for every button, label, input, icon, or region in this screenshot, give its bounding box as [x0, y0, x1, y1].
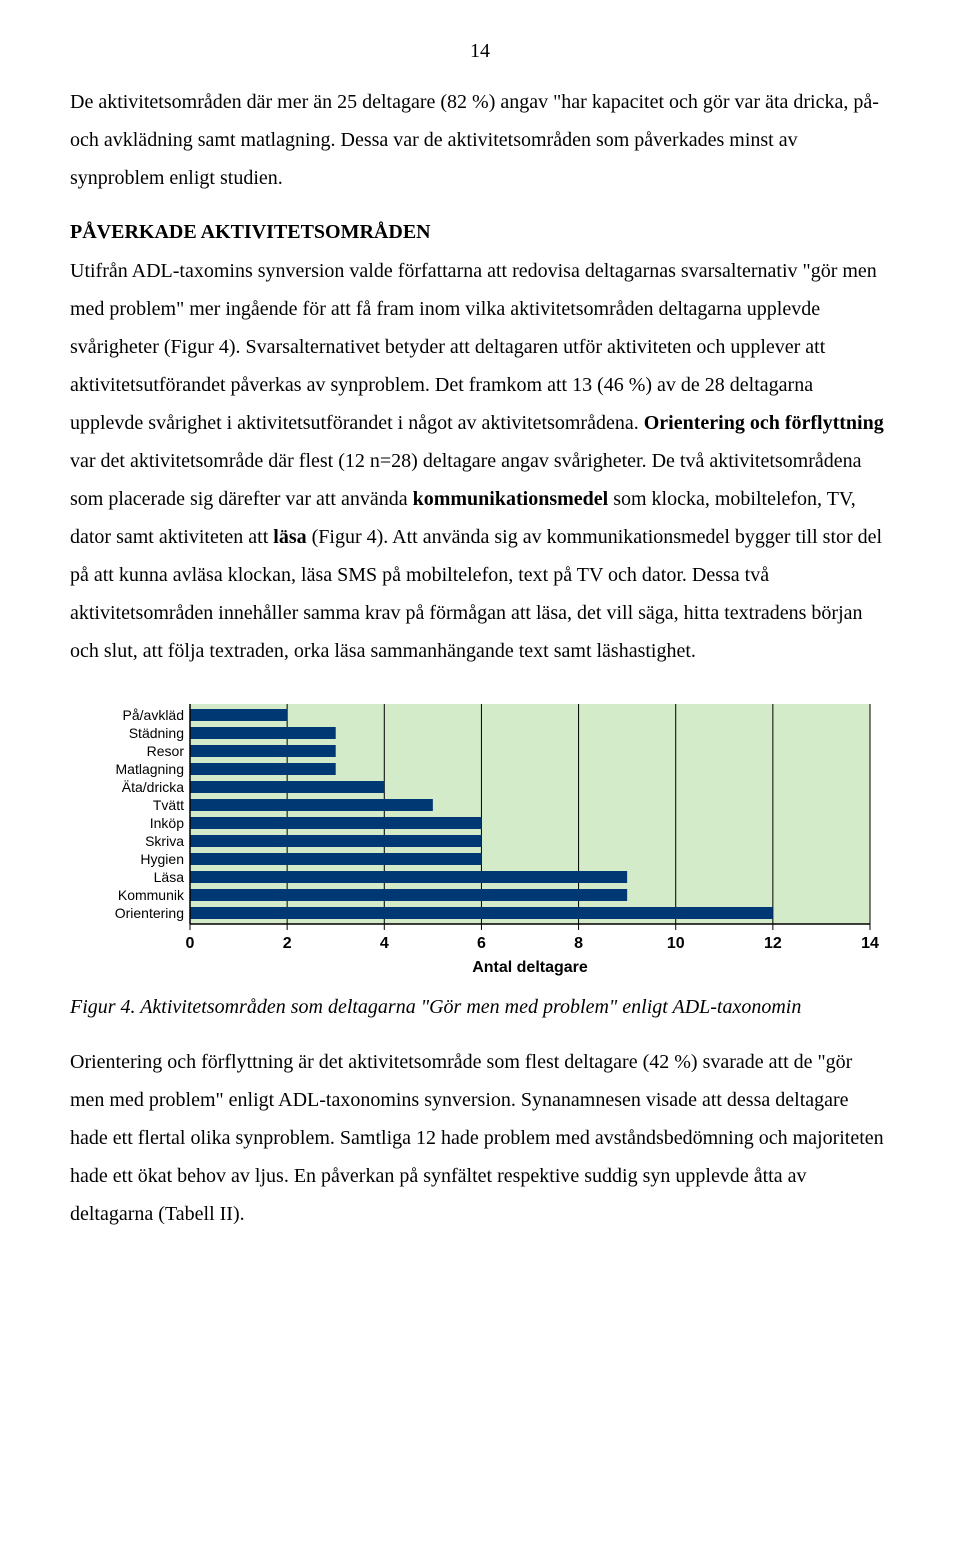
figure-caption: Figur 4. Aktivitetsområden som deltagarn… — [70, 996, 890, 1019]
page-number: 14 — [70, 40, 890, 63]
svg-text:Hygien: Hygien — [140, 851, 184, 867]
svg-text:10: 10 — [667, 935, 685, 952]
paragraph-2: Utifrån ADL-taxomins synversion valde fö… — [70, 252, 890, 670]
svg-text:14: 14 — [861, 935, 879, 952]
paragraph-1: De aktivitetsområden där mer än 25 delta… — [70, 83, 890, 197]
svg-text:Läsa: Läsa — [154, 869, 185, 885]
svg-text:Skriva: Skriva — [145, 833, 184, 849]
svg-text:Äta/dricka: Äta/dricka — [122, 779, 184, 795]
svg-text:4: 4 — [380, 935, 389, 952]
svg-text:Matlagning: Matlagning — [116, 761, 185, 777]
svg-text:6: 6 — [477, 935, 486, 952]
svg-text:12: 12 — [764, 935, 782, 952]
svg-text:På/avkläd: På/avkläd — [123, 707, 184, 723]
svg-text:Tvätt: Tvätt — [153, 797, 184, 813]
para2-a: Utifrån ADL-taxomins synversion valde fö… — [70, 260, 877, 434]
svg-text:Antal deltagare: Antal deltagare — [472, 959, 588, 976]
svg-text:Kommunik: Kommunik — [118, 887, 185, 903]
svg-text:Städning: Städning — [129, 725, 184, 741]
section-heading: PÅVERKADE AKTIVITETSOMRÅDEN — [70, 221, 890, 244]
para2-b-bold: Orientering och förflyttning — [644, 412, 884, 434]
para2-d-bold: kommunikationsmedel — [413, 488, 609, 510]
svg-text:0: 0 — [186, 935, 195, 952]
svg-text:Orientering: Orientering — [115, 905, 184, 921]
page: 14 De aktivitetsområden där mer än 25 de… — [0, 0, 960, 1297]
paragraph-3: Orientering och förflyttning är det akti… — [70, 1043, 890, 1233]
svg-text:2: 2 — [283, 935, 292, 952]
svg-text:8: 8 — [574, 935, 583, 952]
svg-text:Resor: Resor — [147, 743, 185, 759]
svg-text:Inköp: Inköp — [150, 815, 184, 831]
para2-f-bold: läsa — [273, 526, 306, 548]
bar-chart: 0 2 4 6 8 10 12 14 På/avkläd Städning Resor Matlagn… — [70, 694, 900, 984]
chart-figure: 0 2 4 6 8 10 12 14 På/avkläd Städning Resor Matlagn… — [70, 694, 890, 984]
